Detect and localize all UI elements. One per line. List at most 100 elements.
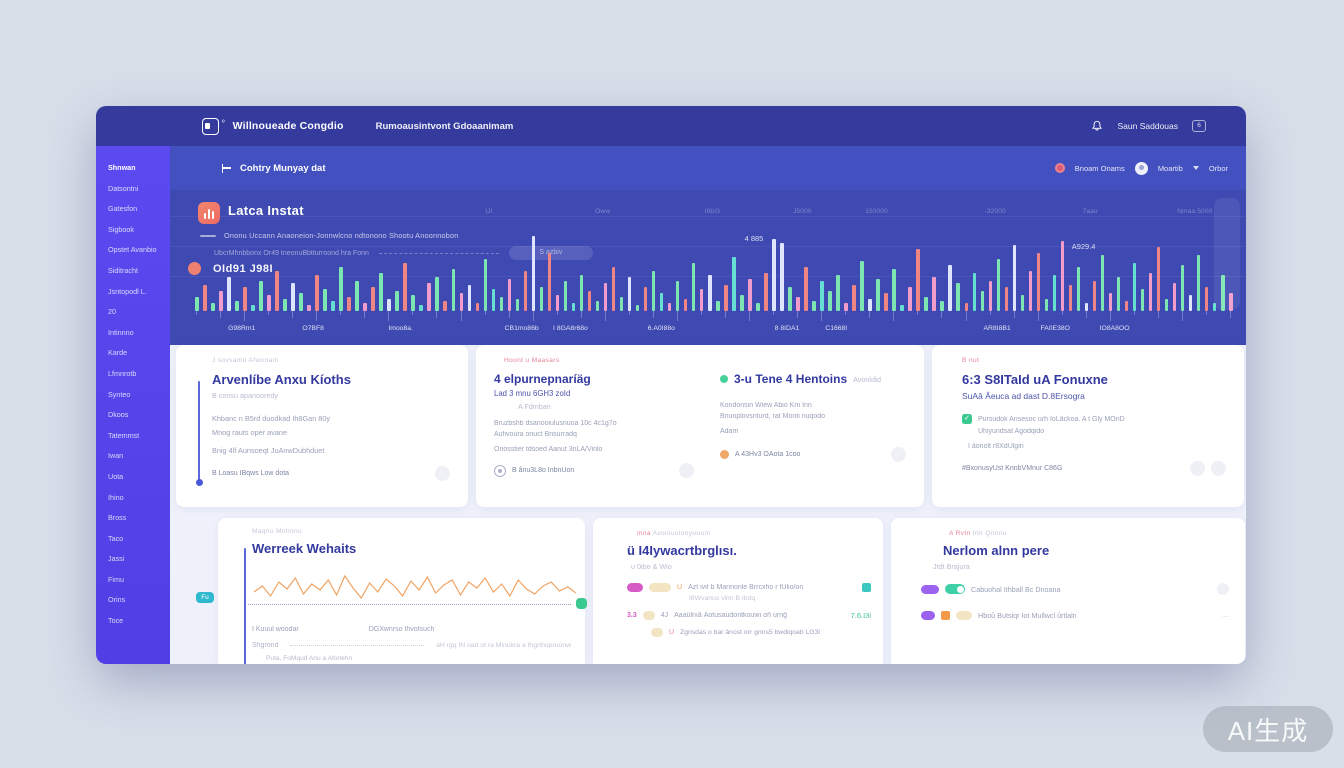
sidebar-item[interactable]: Iwan bbox=[108, 451, 124, 461]
chart-bar bbox=[1188, 295, 1193, 311]
chart-subtext: UbcrMhnbbonx Or49 tneonuBbtturroond hra … bbox=[214, 249, 369, 257]
sidebar-item[interactable]: Dkoos bbox=[108, 410, 129, 420]
sidebar-item[interactable]: Orins bbox=[108, 595, 126, 605]
ghost-button[interactable] bbox=[435, 466, 450, 481]
row-text: Aaaûlnıâ Âotusaudontkouwı oñ urnĝ bbox=[674, 612, 788, 619]
card-activity[interactable]: mna Avoniuulonyuuum ü I4Iywacrtbrglısı. … bbox=[593, 518, 883, 664]
col-title: 4 elpurnepnaríäg bbox=[494, 372, 591, 386]
card-metrics[interactable]: Hoont u Maasars 4 elpurnepnaríäg Lad 3 m… bbox=[476, 345, 924, 507]
sidebar-item[interactable]: Tatemmst bbox=[108, 430, 140, 440]
dotted-divider bbox=[290, 645, 425, 646]
chart-bar bbox=[619, 297, 624, 311]
sidebar-item[interactable]: Toce bbox=[108, 616, 124, 626]
sidebar-item[interactable]: Jsntopodl L. bbox=[108, 286, 147, 296]
ghost-button[interactable] bbox=[1190, 461, 1205, 476]
chart-bar bbox=[1212, 303, 1217, 311]
chart-bar bbox=[435, 277, 439, 318]
user-menu[interactable]: Saun Saddouas bbox=[1117, 121, 1179, 131]
ghost-button[interactable] bbox=[1211, 461, 1226, 476]
sidebar-item[interactable]: Lfmnrotb bbox=[108, 368, 137, 378]
card-trend[interactable]: Maqnu Mntinnu Werreek Wehaits I Kuuul wo… bbox=[218, 518, 585, 664]
card-line: Mnog rauts oper avane bbox=[212, 428, 288, 437]
avatar[interactable] bbox=[1134, 161, 1148, 175]
chart-bar bbox=[627, 277, 632, 315]
sidebar-item[interactable]: Shnwan bbox=[108, 163, 136, 172]
gridline bbox=[170, 246, 1246, 247]
sidebar-item[interactable]: Taco bbox=[108, 533, 124, 543]
orange-dot-icon bbox=[720, 450, 729, 459]
col-footer[interactable]: B ânu3L8o InbnUon bbox=[494, 463, 694, 478]
sidebar-item[interactable]: Synteo bbox=[108, 389, 131, 399]
card-overview[interactable]: J sovsamu Afwonam Arvenlíbe Anxu Kíoths … bbox=[176, 345, 468, 507]
chart-bar bbox=[483, 259, 488, 315]
setting-row[interactable]: Hboû Butsiqr Iot Mullwcl ûrtlaln .... bbox=[921, 611, 1229, 620]
row-text: Hboû Butsiqr Iot Mullwcl ûrtlaln bbox=[978, 611, 1077, 620]
activity-row[interactable]: U Azt ivit b Marinonle Brrcxho r fUlio/o… bbox=[627, 583, 871, 592]
chart-bar bbox=[651, 271, 656, 318]
sidebar-item[interactable]: Jassi bbox=[108, 554, 125, 564]
chart-bar bbox=[1052, 275, 1057, 311]
profile-label[interactable]: Moartib bbox=[1157, 163, 1183, 173]
col-footer[interactable]: A 43Hv3 OAota 1coo bbox=[720, 447, 906, 462]
app-logo-icon[interactable] bbox=[202, 117, 219, 135]
sub-header: Cohtry Munyay dat Bnoam Onams Moartib Or… bbox=[170, 146, 1246, 190]
chart-icon bbox=[198, 202, 220, 224]
menu-label[interactable]: Orbor bbox=[1208, 163, 1228, 173]
chart-bar bbox=[611, 267, 616, 311]
sidebar-item[interactable]: Intinnno bbox=[108, 327, 134, 337]
row-label: Shgrond bbox=[252, 642, 279, 649]
chart-bar bbox=[884, 293, 888, 311]
chart-bar bbox=[1036, 253, 1041, 321]
card-title: Arvenlíbe Anxu Kíoths bbox=[212, 372, 351, 387]
chevron-down-icon[interactable] bbox=[1192, 166, 1199, 170]
chart-bar bbox=[403, 263, 407, 311]
activity-row[interactable]: 3.3 4J Aaaûlnıâ Âotusaudontkouwı oñ urnĝ… bbox=[627, 611, 871, 620]
sidebar-item[interactable]: Ihino bbox=[108, 492, 124, 502]
sidebar-item[interactable]: Karde bbox=[108, 348, 128, 358]
card-summary[interactable]: B nut 6:3 S8ITaId uA Fonuxne SuAâ Âeuca … bbox=[932, 345, 1244, 507]
chart-bar bbox=[515, 299, 520, 311]
sidebar-item[interactable]: 20 bbox=[108, 307, 116, 317]
chart-bar bbox=[852, 285, 856, 311]
card-col-right: 3-u Tene 4 Hentoins Avonlıâd Kondonsin W… bbox=[720, 372, 906, 478]
sidebar-list: Shnwan Datsontni Gatesfon Sigbook Opstet Ava… bbox=[96, 146, 170, 632]
card-footer[interactable]: B Loasu IBqws Low dota bbox=[212, 466, 450, 481]
check-icon: ✓ bbox=[962, 414, 972, 424]
bell-icon[interactable] bbox=[1090, 119, 1104, 133]
sidebar-item[interactable]: Gatesfon bbox=[108, 204, 138, 214]
chart-legend: Ononu Uccann Anaoneion-Jonnwlcno ndtonon… bbox=[200, 231, 459, 240]
legend-text: Ononu Uccann Anaoneion-Jonnwlcno ndtonon… bbox=[224, 231, 459, 240]
sidebar-item[interactable]: Opstet Avanbio bbox=[108, 245, 157, 255]
col-line: Onosstier tdsoed Aanut 3nLA/Vinlo bbox=[494, 446, 603, 453]
ghost-button[interactable] bbox=[679, 463, 694, 478]
series-label: I Kuuul woodar bbox=[252, 626, 299, 633]
chart-bar bbox=[307, 305, 311, 311]
sidebar-item[interactable]: Fimu bbox=[108, 574, 124, 584]
card-settings[interactable]: A Rvtn Inn Qnnnu Nerlom alnn pere Jtdt B… bbox=[891, 518, 1245, 664]
sidebar-item[interactable]: Bross bbox=[108, 513, 127, 523]
ghost-button[interactable] bbox=[1217, 583, 1229, 595]
toggle-on-icon[interactable] bbox=[945, 584, 965, 594]
setting-row[interactable]: Cabuohal Ithball Bc Dnoana bbox=[921, 583, 1229, 595]
chart-bar bbox=[259, 281, 263, 311]
sidebar-item[interactable]: Siditracht bbox=[108, 265, 138, 275]
chart-bar bbox=[1004, 287, 1009, 311]
card-footer[interactable]: #BxonusyUst KnnbVMnur C86G bbox=[962, 461, 1226, 476]
sidebar-item[interactable]: Sigbook bbox=[108, 224, 134, 234]
x-axis-label: O7BF8 bbox=[302, 325, 324, 332]
header-nav-item[interactable]: Rumoausintvont Gdoaanimam bbox=[375, 120, 514, 132]
ghost-button[interactable] bbox=[891, 447, 906, 462]
sidebar-item[interactable]: Uota bbox=[108, 471, 124, 481]
status-label[interactable]: Bnoam Onams bbox=[1074, 163, 1125, 173]
sidebar-item[interactable]: Datsontni bbox=[108, 183, 139, 193]
chart-bar bbox=[683, 299, 688, 311]
x-axis-label: FA0E38O bbox=[1040, 325, 1070, 332]
user-badge: 6 bbox=[1192, 120, 1206, 132]
activity-row[interactable]: U Zgrisdas o bar ânost orr gnns5 bwdiqoa… bbox=[651, 628, 871, 637]
breadcrumb-icon[interactable] bbox=[222, 163, 232, 173]
chart-bar bbox=[451, 269, 455, 311]
card-subtitle: Jtdt Brajura bbox=[933, 562, 970, 571]
chart-bar bbox=[1180, 265, 1185, 321]
card-line: Pursudok Ansesoc urh IoLâckoa. A t Gly M… bbox=[978, 415, 1125, 423]
magenta-pill-icon bbox=[627, 583, 643, 592]
